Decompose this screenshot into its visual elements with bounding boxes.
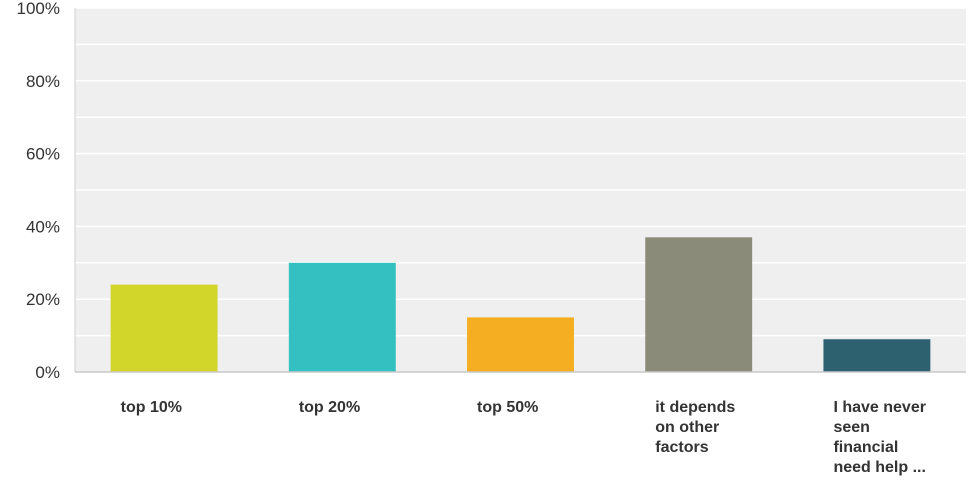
y-tick-label: 80% (26, 72, 60, 91)
x-tick-label: it depends on other factors (655, 399, 735, 456)
bar (823, 339, 931, 372)
x-tick-label: I have never seen financial need help ... (833, 399, 926, 476)
x-tick-label: top 10% (121, 399, 182, 416)
x-tick-label: top 50% (477, 399, 538, 416)
bar (645, 237, 753, 372)
x-axis: top 10% top 20% top 50% it depends on other f… (121, 399, 926, 476)
bar (467, 317, 574, 372)
y-tick-label: 40% (26, 217, 60, 236)
gridlines (75, 7, 966, 337)
bar (288, 262, 396, 372)
y-tick-label: 100% (17, 0, 60, 18)
bars (110, 237, 931, 372)
y-tick-label: 0% (35, 363, 60, 382)
bar (110, 284, 218, 372)
y-tick-label: 20% (26, 290, 60, 309)
y-axis: 0% 20% 40% 60% 80% 100% (17, 0, 76, 382)
x-tick-label: top 20% (299, 399, 360, 416)
y-tick-label: 60% (26, 145, 60, 164)
